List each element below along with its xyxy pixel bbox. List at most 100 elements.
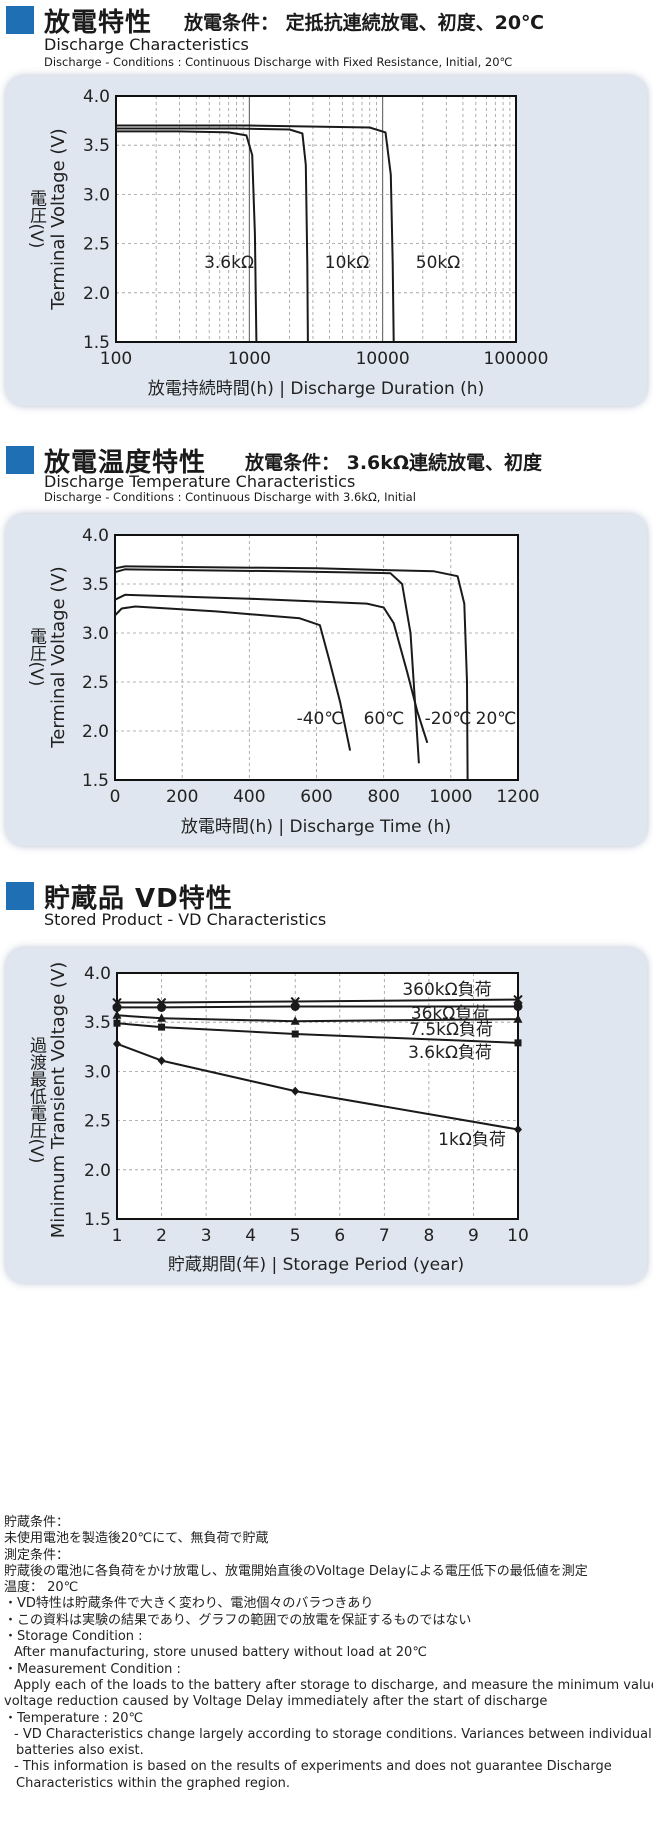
y-tick-label: 4.0	[83, 87, 110, 107]
x-tick-label: 10000	[356, 349, 410, 369]
chart-panel-1: 100 1000 10000 100000 1.5 2.0 2.5 3.0 3.5 4.0 3.6k…	[6, 76, 647, 406]
marker-circle	[290, 1001, 300, 1011]
marker-diamond	[291, 1086, 300, 1096]
series-line	[114, 565, 469, 781]
note-line: voltage reduction caused by Voltage Dela…	[4, 1694, 548, 1710]
note-line: - This information is based on the resul…	[14, 1759, 612, 1775]
section-marker	[6, 882, 34, 910]
x-tick-label: 1	[112, 1226, 123, 1246]
x-tick-label: 200	[166, 787, 198, 807]
y-tick-label: 3.0	[82, 624, 109, 644]
x-tick-label: 1200	[496, 787, 539, 807]
section-condition-jp: 放電条件： 定抵抗連続放電、初度、20℃	[184, 12, 545, 34]
series-label: -40℃	[297, 709, 344, 729]
x-tick-label: 3	[201, 1226, 212, 1246]
y-axis-label-jp: 過渡最低電圧(V)	[26, 1037, 47, 1164]
y-tick-label: 3.5	[84, 1013, 111, 1033]
notes: 貯蔵条件： 未使用電池を製造後20℃にて、無負荷で貯蔵 測定条件： 貯蔵後の電池…	[4, 1515, 653, 1792]
x-tick-label: 5	[290, 1226, 301, 1246]
series-line	[117, 1005, 518, 1009]
note-line: ・この資料は実験の結果であり、グラフの範囲での放電を保証するものではない	[4, 1612, 472, 1628]
x-tick-label: 10	[507, 1226, 529, 1246]
marker-triangle	[290, 1016, 300, 1025]
section-condition-en: Discharge - Conditions : Continuous Disc…	[44, 55, 513, 69]
section-condition-jp: 放電条件： 3.6kΩ連続放電、初度	[245, 452, 543, 474]
x-tick-label: 800	[367, 787, 399, 807]
series-line	[116, 1042, 519, 1131]
marker-diamond	[157, 1056, 166, 1066]
x-tick-label: 0	[110, 787, 121, 807]
series-label: 360kΩ負荷	[402, 980, 491, 1000]
x-axis-label: 貯蔵期間(年) | Storage Period (year)	[168, 1255, 464, 1275]
x-tick-label: 2	[156, 1226, 167, 1246]
note-line: ・Storage Condition :	[4, 1629, 143, 1645]
x-tick-label: 100000	[484, 349, 549, 369]
y-tick-label: 2.0	[83, 284, 110, 304]
y-axis-label-en: Minimum Transient Voltage (V)	[48, 962, 69, 1239]
x-axis-label: 放電時間(h) | Discharge Time (h)	[181, 817, 451, 837]
marker-triangle	[157, 1013, 167, 1022]
section-title-en: Discharge Temperature Characteristics	[44, 472, 356, 491]
y-tick-label: 3.0	[84, 1062, 111, 1082]
x-tick-label: 8	[423, 1226, 434, 1246]
x-tick-label: 100	[100, 349, 132, 369]
series-label: 60℃	[364, 709, 405, 729]
y-tick-label: 1.5	[84, 1210, 111, 1230]
y-axis-label-en: Terminal Voltage (V)	[48, 128, 69, 310]
marker-square	[514, 1039, 522, 1047]
y-tick-label: 4.0	[82, 526, 109, 546]
note-line: 貯蔵後の電池に各負荷をかけ放電し、放電開始直後のVoltage Delayによる…	[4, 1563, 588, 1579]
series-line	[116, 1022, 519, 1044]
section-marker	[6, 6, 34, 34]
marker-diamond	[113, 1039, 121, 1049]
series-label: 3.6kΩ負荷	[408, 1043, 492, 1063]
note-line: batteries also exist.	[16, 1743, 144, 1759]
section-title-jp: 放電温度特性	[44, 448, 207, 478]
y-tick-label: 2.5	[84, 1112, 111, 1132]
y-tick-label: 2.0	[84, 1161, 111, 1181]
chart-panel-2: 0 200 400 600 800 1000 1200 1.5 2.0 2.5 3.0 3.5 4.0 -…	[6, 514, 647, 846]
plot-area	[117, 973, 518, 1219]
marker-circle	[157, 1002, 167, 1012]
series-label: 3.6kΩ	[204, 253, 254, 273]
plot-frame	[115, 95, 517, 343]
series-label: 7.5kΩ負荷	[409, 1020, 493, 1040]
y-tick-label: 3.5	[83, 136, 110, 156]
y-tick-label: 4.0	[84, 964, 111, 984]
plot-frame	[114, 534, 519, 781]
plot-area	[116, 96, 516, 342]
section-title-en: Discharge Characteristics	[44, 35, 249, 54]
chart-discharge: 100 1000 10000 100000 1.5 2.0 2.5 3.0 3.5 4.0 3.6k…	[26, 87, 549, 399]
x-tick-label: 400	[233, 787, 265, 807]
y-tick-label: 2.5	[83, 235, 110, 255]
note-line: Apply each of the loads to the battery a…	[14, 1677, 653, 1693]
y-tick-label: 3.0	[83, 185, 110, 205]
series-line	[116, 1014, 519, 1023]
y-axis-label-jp: 電圧(V)	[26, 628, 47, 687]
series-label: -20℃	[425, 709, 472, 729]
note-line: 未使用電池を製造後20℃にて、無負荷で貯蔵	[4, 1531, 269, 1547]
series-label: 10kΩ	[325, 253, 369, 273]
series-label: 20℃	[476, 709, 517, 729]
x-tick-label: 4	[245, 1226, 256, 1246]
series-label: 1kΩ負荷	[438, 1130, 506, 1150]
series-line	[114, 605, 352, 751]
x-axis-label: 放電持続時間(h) | Discharge Duration (h)	[148, 379, 484, 399]
y-tick-label: 2.0	[82, 722, 109, 742]
y-tick-label: 2.5	[82, 673, 109, 693]
note-line: 測定条件：	[4, 1547, 70, 1563]
series-line	[116, 124, 395, 343]
chart-vd: 1 2 3 4 5 6 7 8 9 101.52.02.53.03.54.0360kΩ負荷36kΩ…	[26, 962, 529, 1275]
marker-square	[158, 1023, 166, 1031]
section-title-jp: 貯蔵品 VD特性	[44, 884, 233, 914]
note-line: 温度： 20℃	[4, 1580, 79, 1596]
section-marker	[6, 446, 34, 474]
note-line: Characteristics within the graphed regio…	[16, 1775, 291, 1791]
marker-triangle	[513, 1014, 523, 1023]
section-title-jp: 放電特性	[44, 8, 153, 38]
y-axis-label-en: Terminal Voltage (V)	[48, 566, 69, 748]
marker-circle	[112, 1002, 122, 1012]
y-tick-label: 1.5	[83, 333, 110, 353]
x-tick-label: 6	[334, 1226, 345, 1246]
y-tick-label: 3.5	[82, 575, 109, 595]
